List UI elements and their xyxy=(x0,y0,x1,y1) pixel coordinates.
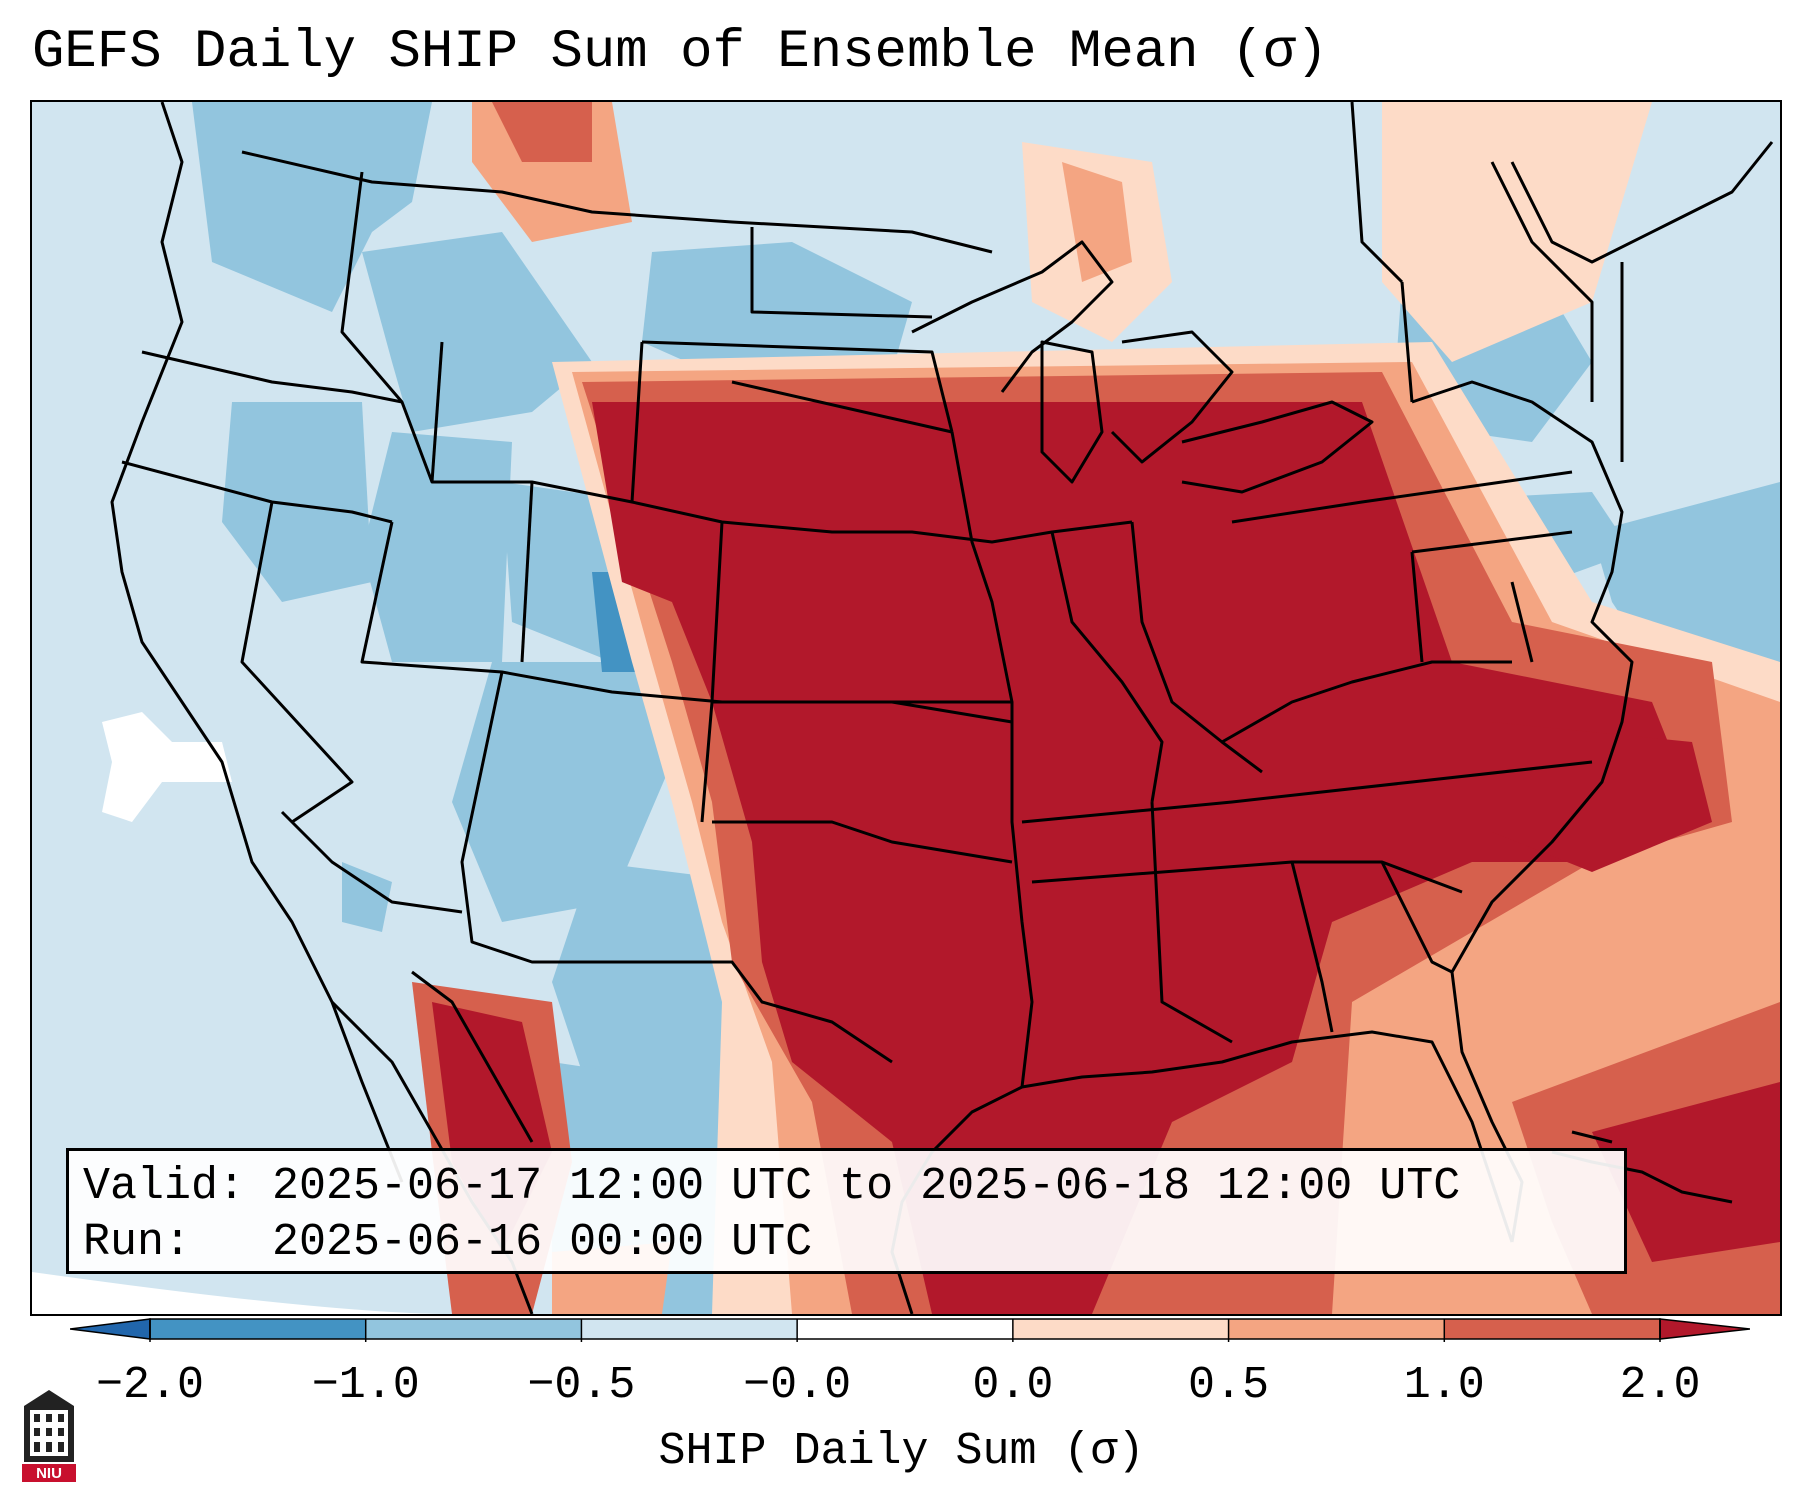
colorbar-segment xyxy=(1228,1319,1445,1339)
valid-time-text: Valid: 2025-06-17 12:00 UTC to 2025-06-1… xyxy=(83,1161,1461,1212)
colorbar-tick-label: −0.5 xyxy=(527,1360,636,1411)
colorbar-segment xyxy=(1012,1319,1229,1339)
missing-data-patch xyxy=(102,712,232,822)
colorbar-tick-label: 1.0 xyxy=(1403,1360,1485,1411)
run-time-text: Run: 2025-06-16 00:00 UTC xyxy=(83,1217,813,1268)
niu-logo-text: NIU xyxy=(36,1465,62,1482)
colorbar xyxy=(70,1318,1750,1342)
colorbar-tick-label: 2.0 xyxy=(1619,1360,1701,1411)
map-title: GEFS Daily SHIP Sum of Ensemble Mean (σ) xyxy=(32,22,1329,83)
map-borders xyxy=(110,102,1774,1314)
niu-logo: NIU xyxy=(22,1390,76,1482)
colorbar-tick-label: −2.0 xyxy=(95,1360,205,1411)
positive-anomaly-regions xyxy=(412,102,1780,1314)
colorbar-segment xyxy=(581,1319,798,1339)
colorbar-segment xyxy=(365,1319,582,1339)
colorbar-tick-label: −0.0 xyxy=(743,1360,852,1411)
colorbar-label: SHIP Daily Sum (σ) xyxy=(658,1426,1145,1477)
niu-seal-icon xyxy=(24,1390,74,1462)
colorbar-tick-label: −1.0 xyxy=(311,1360,420,1411)
colorbar-tick-label: 0.0 xyxy=(972,1360,1054,1411)
map-panel xyxy=(30,100,1782,1316)
colorbar-segment xyxy=(150,1319,366,1339)
projection-edge xyxy=(32,1272,452,1314)
colorbar-segment xyxy=(1444,1319,1660,1339)
colorbar-low-extend xyxy=(70,1318,151,1340)
colorbar-high-extend xyxy=(1659,1318,1750,1340)
valid-run-box: Valid: 2025-06-17 12:00 UTC to 2025-06-1… xyxy=(66,1148,1627,1274)
colorbar-tick-label: 0.5 xyxy=(1188,1360,1270,1411)
colorbar-segment xyxy=(797,1319,1013,1339)
